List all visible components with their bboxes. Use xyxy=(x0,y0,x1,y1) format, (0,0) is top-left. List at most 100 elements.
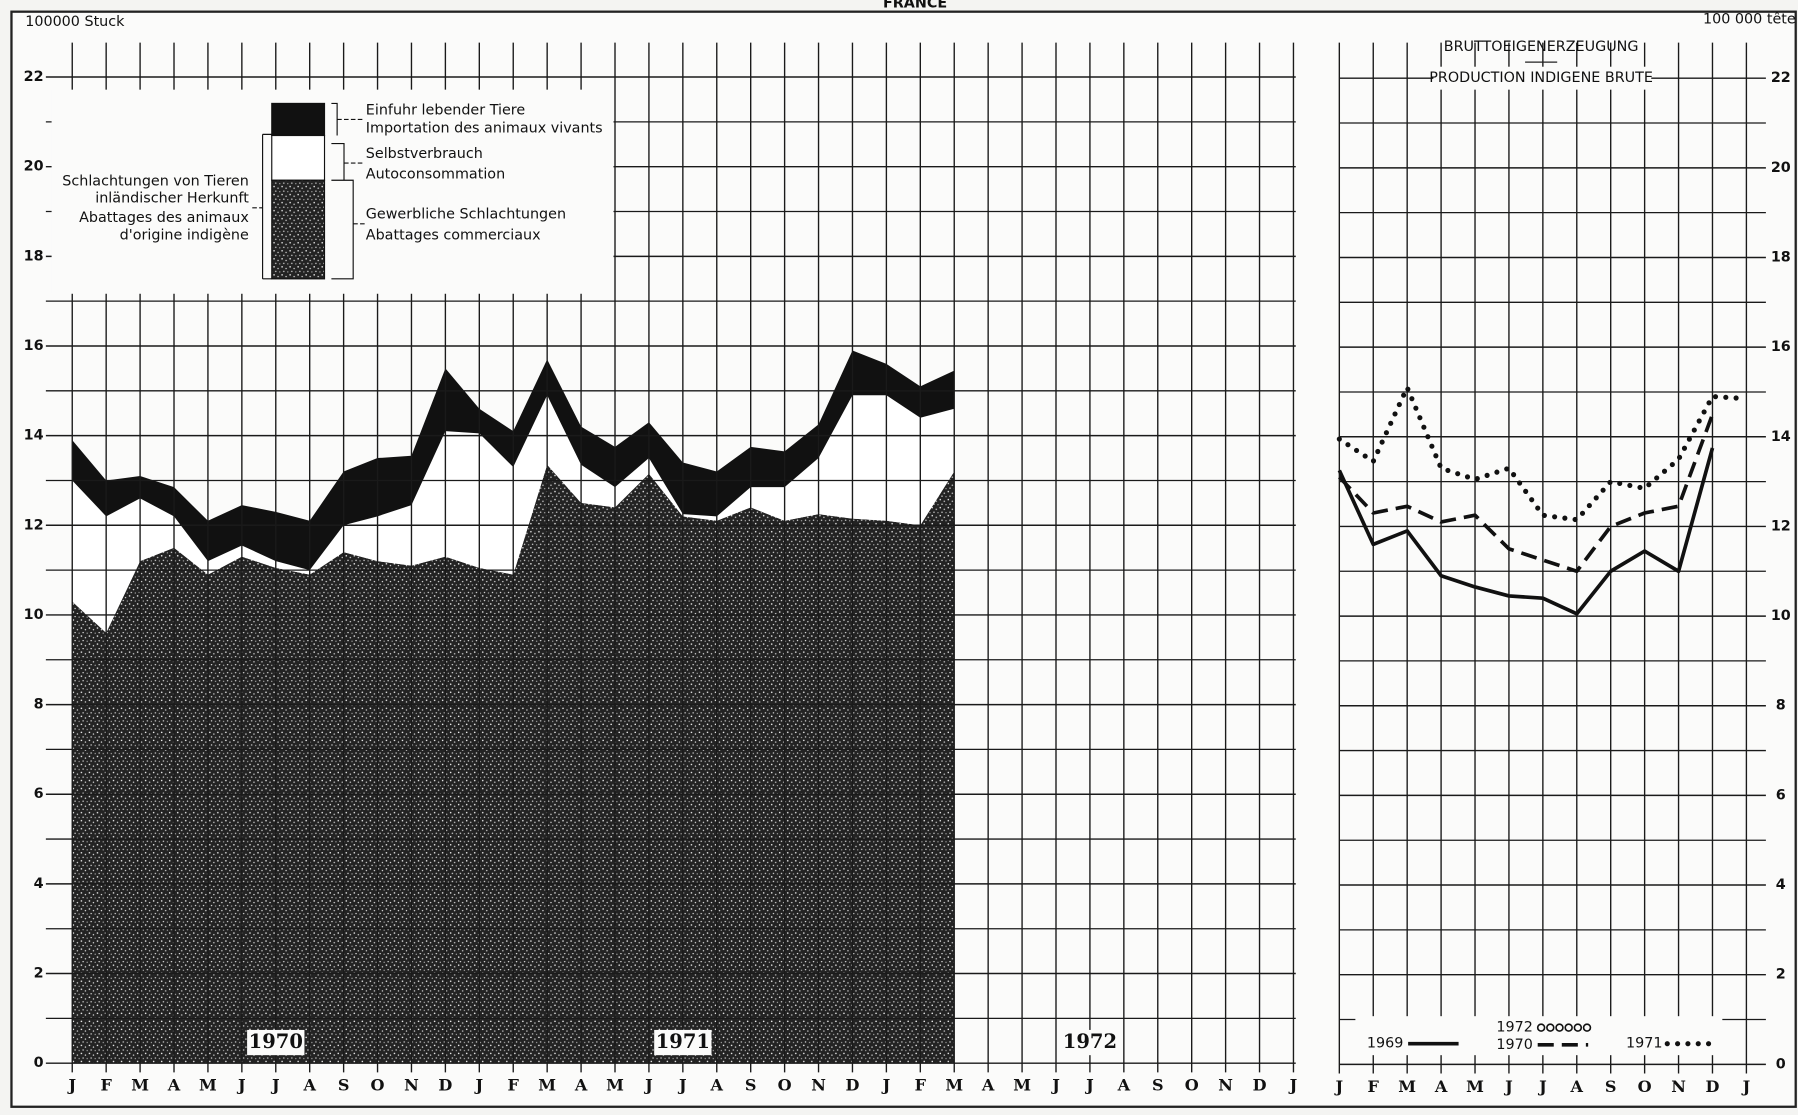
x-tick-label: N xyxy=(811,1076,826,1095)
line xyxy=(1337,447,1715,616)
y-unit: 100 000 tête xyxy=(1703,12,1796,28)
x-tick-label: S xyxy=(1605,1077,1617,1096)
y-tick-label: 16 xyxy=(1771,339,1791,355)
line xyxy=(1336,384,1749,523)
x-tick-label: O xyxy=(778,1076,792,1095)
group-label: d'origine indigène xyxy=(120,227,249,243)
y-tick-label: 18 xyxy=(1771,249,1791,265)
overlay: Einfuhr lebender Tiere Importation des an… xyxy=(51,61,1723,1056)
x-tick-label: A xyxy=(1117,1076,1131,1095)
x-tick-label: A xyxy=(981,1076,995,1095)
legend-label: Selbstverbrauch xyxy=(366,146,483,162)
legend-swatch xyxy=(1536,1023,1546,1032)
legend-background xyxy=(51,89,614,294)
year-label-background xyxy=(654,1029,712,1056)
legend-label: Importation des animaux vivants xyxy=(366,121,603,137)
x-tick-label: M xyxy=(538,1076,556,1095)
y-tick-label: 4 xyxy=(1776,877,1786,893)
y-tick-label: 20 xyxy=(1771,160,1791,176)
y-tick-label: 4 xyxy=(34,876,44,892)
x-tick-label: J xyxy=(236,1076,246,1095)
x-tick-label: A xyxy=(574,1076,588,1095)
x-tick-label: J xyxy=(643,1076,653,1095)
legend-swatch xyxy=(271,102,326,137)
legend-swatch xyxy=(1573,1023,1583,1032)
x-tick-label: F xyxy=(508,1076,520,1095)
x-tick-label: J xyxy=(1503,1077,1513,1096)
x-tick-label: J xyxy=(270,1076,280,1095)
y-tick-label: 0 xyxy=(34,1055,44,1071)
x-tick-label: A xyxy=(1434,1077,1448,1096)
x-tick-label: M xyxy=(131,1076,149,1095)
year-label-background xyxy=(247,1029,305,1056)
y-tick-label: 10 xyxy=(24,607,44,623)
legend-label: 1971 xyxy=(1626,1036,1662,1052)
chart-title: BRUTTOEIGENERZEUGUNG xyxy=(1444,39,1639,55)
line xyxy=(1337,413,1715,574)
year-label: 1970 xyxy=(249,1030,303,1053)
x-tick-label: J xyxy=(881,1076,891,1095)
x-tick-label: J xyxy=(1334,1077,1344,1096)
chart-subtitle: PRODUCTION INDIGENE BRUTE xyxy=(1429,70,1653,86)
x-tick-label: D xyxy=(1706,1077,1720,1096)
y-tick-label: 10 xyxy=(1771,608,1791,624)
x-tick-label: M xyxy=(1466,1077,1484,1096)
legend-label: Einfuhr lebender Tiere xyxy=(366,102,526,118)
legend-swatch xyxy=(1564,1023,1573,1032)
legend-swatch xyxy=(1555,1023,1564,1032)
year-label: 1972 xyxy=(1063,1030,1117,1053)
page-title: FRANCE xyxy=(883,0,947,12)
lines xyxy=(1336,384,1749,616)
y-tick-label: 6 xyxy=(34,786,44,802)
x-tick-label: J xyxy=(1537,1077,1547,1096)
x-tick-label: S xyxy=(745,1076,757,1095)
x-tick-label: D xyxy=(438,1076,452,1095)
x-tick-label: M xyxy=(1013,1076,1031,1095)
x-tick-label: F xyxy=(100,1076,112,1095)
x-tick-label: J xyxy=(677,1076,687,1095)
y-tick-label: 2 xyxy=(34,966,44,982)
x-tick-label: N xyxy=(404,1076,419,1095)
x-tick-label: J xyxy=(1288,1076,1298,1095)
legend-label: 1972 xyxy=(1496,1020,1532,1036)
y-tick-label: 14 xyxy=(24,428,44,444)
legend-bracket xyxy=(262,102,354,280)
legend-swatch xyxy=(271,134,326,181)
y-tick-label: 2 xyxy=(1776,967,1786,983)
x-tick-label: J xyxy=(474,1076,484,1095)
y-tick-label: 12 xyxy=(24,517,44,533)
year-label: 1971 xyxy=(656,1030,710,1053)
y-tick-label: 0 xyxy=(1776,1056,1786,1072)
y-tick-label: 8 xyxy=(34,697,44,713)
x-tick-label: D xyxy=(1253,1076,1267,1095)
legend-label: 1970 xyxy=(1496,1037,1532,1053)
x-tick-label: O xyxy=(371,1076,385,1095)
x-tick-label: O xyxy=(1638,1077,1652,1096)
x-tick-label: A xyxy=(167,1076,181,1095)
legend-connector xyxy=(252,118,365,225)
x-tick-label: M xyxy=(1398,1077,1416,1096)
x-tick-label: J xyxy=(1084,1076,1094,1095)
x-tick-label: A xyxy=(302,1076,316,1095)
group-label: Schlachtungen von Tieren xyxy=(62,173,249,189)
x-tick-label: M xyxy=(199,1076,217,1095)
subtitle-background xyxy=(1433,66,1652,90)
y-tick-label: 12 xyxy=(1771,518,1791,534)
x-tick-label: D xyxy=(846,1076,860,1095)
y-tick-label: 8 xyxy=(1776,698,1786,714)
legend-label: 1969 xyxy=(1367,1036,1403,1052)
group-label: inländischer Herkunft xyxy=(95,191,249,207)
legend-label: Autoconsommation xyxy=(366,167,505,183)
x-tick-label: A xyxy=(710,1076,724,1095)
y-tick-label: 22 xyxy=(24,69,44,85)
x-tick-label: F xyxy=(915,1076,927,1095)
x-tick-label: M xyxy=(945,1076,963,1095)
y-tick-label: 14 xyxy=(1771,429,1791,445)
group-label: Abattages des animaux xyxy=(79,210,249,226)
legend-background xyxy=(1355,1016,1723,1056)
y-tick-label: 6 xyxy=(1776,787,1786,803)
x-tick-label: J xyxy=(66,1076,76,1095)
legend-label: Gewerbliche Schlachtungen xyxy=(366,207,566,223)
